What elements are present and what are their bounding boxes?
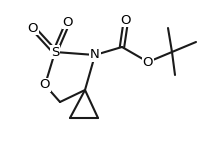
Text: O: O [143, 55, 153, 69]
Text: O: O [28, 21, 38, 35]
Text: N: N [90, 48, 100, 62]
Text: S: S [51, 45, 59, 59]
Text: O: O [63, 16, 73, 29]
Text: O: O [121, 14, 131, 26]
Text: O: O [40, 78, 50, 92]
